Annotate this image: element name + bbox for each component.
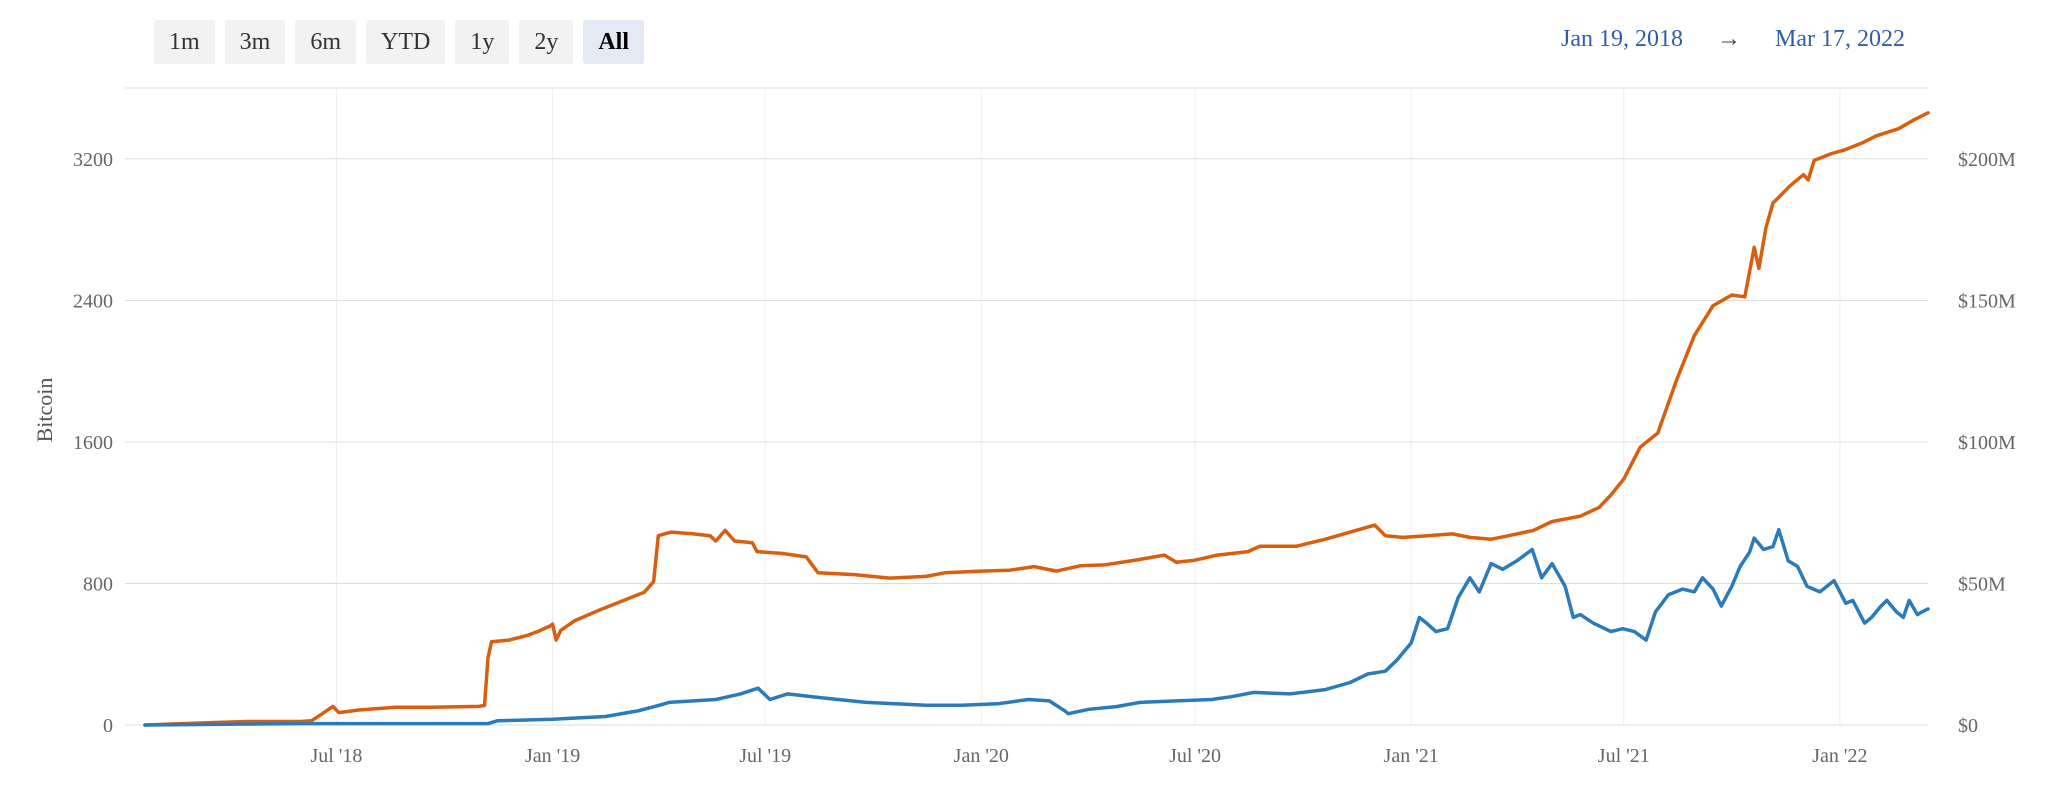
grid-lines	[125, 87, 1928, 726]
range-button-6m[interactable]: 6m	[295, 20, 357, 64]
x-tick-label: Jan '22	[1812, 745, 1867, 767]
x-tick-label: Jan '19	[525, 745, 580, 767]
series-lines	[143, 111, 1930, 727]
x-tick-label: Jul '18	[310, 745, 362, 767]
x-tick-label: Jul '21	[1598, 745, 1650, 767]
usd-series-line	[143, 527, 1930, 727]
y-axis-title: Bitcoin	[32, 378, 57, 443]
y2-tick-label: $0	[1958, 715, 1978, 737]
range-selector: 1m 3m 6m YTD 1y 2y All	[154, 20, 645, 64]
y-tick-label: 0	[103, 715, 113, 737]
end-date[interactable]: Mar 17, 2022	[1775, 26, 1905, 52]
y2-tick-label: $100M	[1958, 432, 2016, 454]
range-button-2y[interactable]: 2y	[519, 20, 574, 64]
y-tick-label: 2400	[73, 290, 113, 312]
y2-tick-label: $200M	[1958, 149, 2016, 171]
x-tick-label: Jan '20	[954, 745, 1009, 767]
range-button-1y[interactable]: 1y	[455, 20, 510, 64]
y2-tick-label: $150M	[1958, 290, 2016, 312]
bitcoin-series-line	[143, 111, 1930, 727]
range-button-3m[interactable]: 3m	[224, 20, 286, 64]
x-tick-label: Jul '19	[739, 745, 791, 767]
y-tick-label: 1600	[73, 432, 113, 454]
x-tick-label: Jul '20	[1169, 745, 1221, 767]
range-button-1m[interactable]: 1m	[154, 20, 215, 64]
y-tick-label: 800	[83, 573, 113, 595]
y2-tick-label: $50M	[1958, 573, 2006, 595]
date-range-display: Jan 19, 2018 → Mar 17, 2022	[1561, 26, 1905, 53]
y-tick-label: 3200	[73, 149, 113, 171]
date-range-arrow: →	[1717, 26, 1742, 52]
tick-labels: Jul '18 Jan '19 Jul '19 Jan '20 Jul '20 Jan '…	[73, 149, 2016, 767]
range-button-ytd[interactable]: YTD	[366, 20, 446, 64]
start-date[interactable]: Jan 19, 2018	[1561, 26, 1684, 52]
x-tick-label: Jan '21	[1384, 745, 1439, 767]
range-button-all[interactable]: All	[583, 20, 645, 64]
